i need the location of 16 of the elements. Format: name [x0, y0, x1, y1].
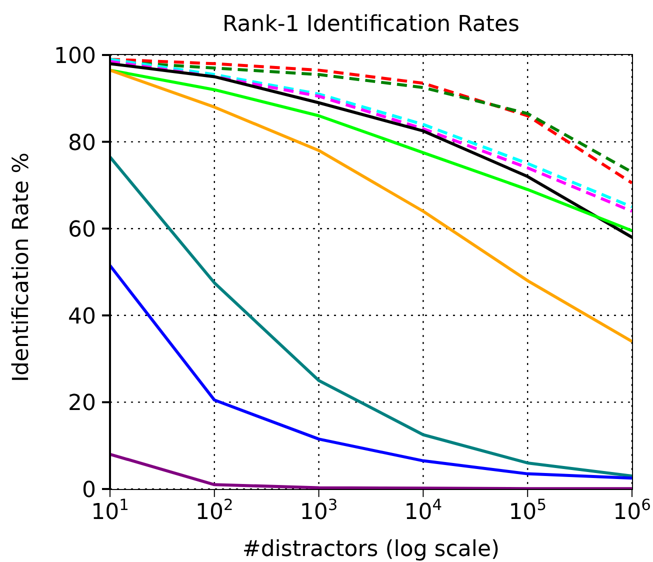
line-series [110, 68, 632, 343]
line-series [110, 264, 632, 480]
x-tick-label: 10$^{5}$ [508, 496, 546, 525]
x-axis-title: #distractors (log scale) [242, 537, 500, 562]
y-tick-label: 80 [68, 130, 96, 156]
y-tick-label: 40 [68, 304, 96, 330]
line-series [110, 155, 632, 478]
x-tick-label: 10$^{3}$ [300, 496, 338, 525]
y-tick-label: 60 [68, 218, 96, 243]
y-tick-label: 20 [68, 391, 96, 416]
y-axis-title: Identification Rate % [8, 152, 34, 382]
chart-title: Rank-1 Identification Rates [221, 12, 521, 37]
x-tick-label: 10$^{6}$ [613, 496, 651, 525]
x-tick-label: 10$^{2}$ [196, 496, 234, 525]
x-tick-label: 10$^{4}$ [404, 496, 442, 525]
y-tick-label: 100 [54, 44, 96, 69]
